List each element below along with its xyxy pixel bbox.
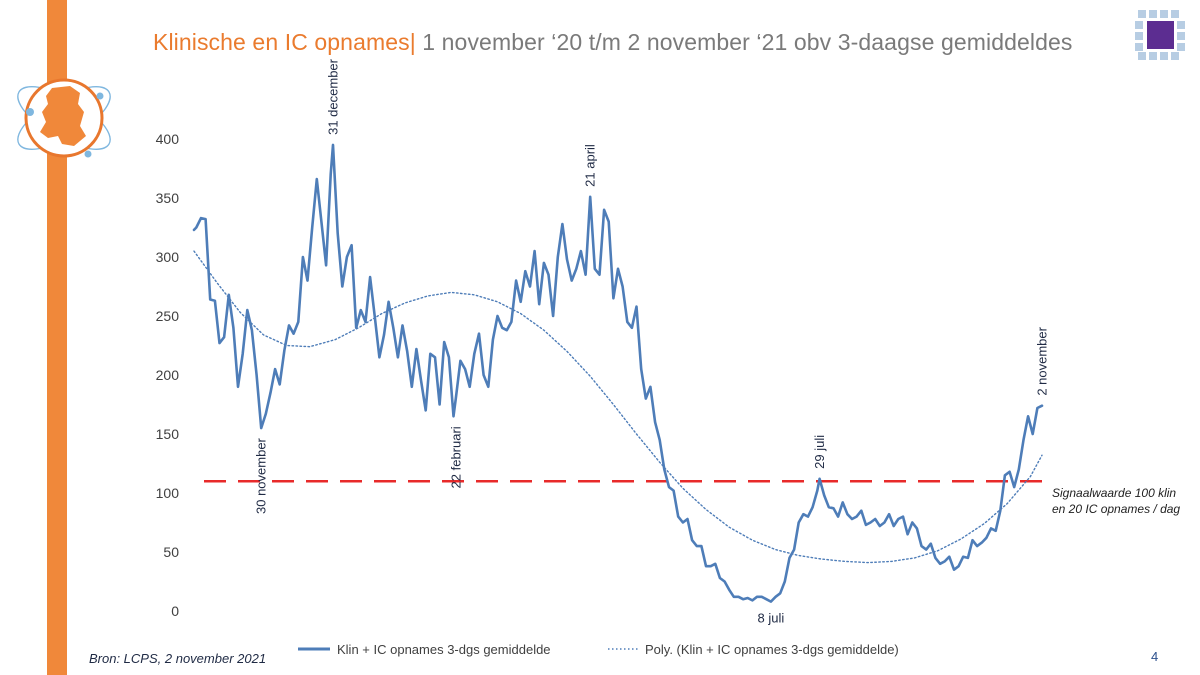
- signal-label-line1: Signaalwaarde 100 klin: [1052, 486, 1176, 500]
- title-rest: 1 november ‘20 t/m 2 november ‘21 obv 3-…: [415, 29, 1073, 55]
- signal-label-line2: en 20 IC opnames / dag: [1052, 502, 1180, 516]
- y-tick-label: 400: [156, 131, 180, 147]
- y-tick-label: 250: [156, 308, 180, 324]
- y-tick-label: 150: [156, 426, 180, 442]
- accent-bar: [47, 0, 67, 675]
- annotation-label: 8 juli: [758, 611, 785, 626]
- series-line-trend: [193, 250, 1043, 564]
- page-number: 4: [1151, 649, 1159, 664]
- title-highlight: Klinische en IC opnames|: [153, 29, 416, 55]
- legend-label-trend: Poly. (Klin + IC opnames 3-dgs gemiddeld…: [645, 642, 899, 657]
- y-tick-label: 200: [156, 367, 180, 383]
- y-tick-label: 100: [156, 485, 180, 501]
- annotation-label: 31 december: [326, 58, 341, 135]
- annotation-label: 21 april: [583, 144, 598, 187]
- series-line-admissions: [192, 143, 1044, 603]
- y-tick-label: 0: [171, 603, 179, 619]
- annotation-label: 22 februari: [448, 426, 463, 488]
- netherlands-map-logo: [17, 78, 111, 158]
- annotation-label: 29 juli: [812, 435, 827, 469]
- y-tick-label: 300: [156, 249, 180, 265]
- source-note: Bron: LCPS, 2 november 2021: [89, 651, 267, 666]
- annotation-label: 2 november: [1035, 326, 1050, 395]
- brand-grid-logo: [1135, 10, 1185, 60]
- legend-label-admissions: Klin + IC opnames 3-dgs gemiddelde: [337, 642, 551, 657]
- slide-title: Klinische en IC opnames| 1 november ‘20 …: [153, 29, 1072, 56]
- y-tick-label: 50: [163, 544, 179, 560]
- y-tick-label: 350: [156, 190, 180, 206]
- annotation-label: 30 november: [254, 437, 269, 514]
